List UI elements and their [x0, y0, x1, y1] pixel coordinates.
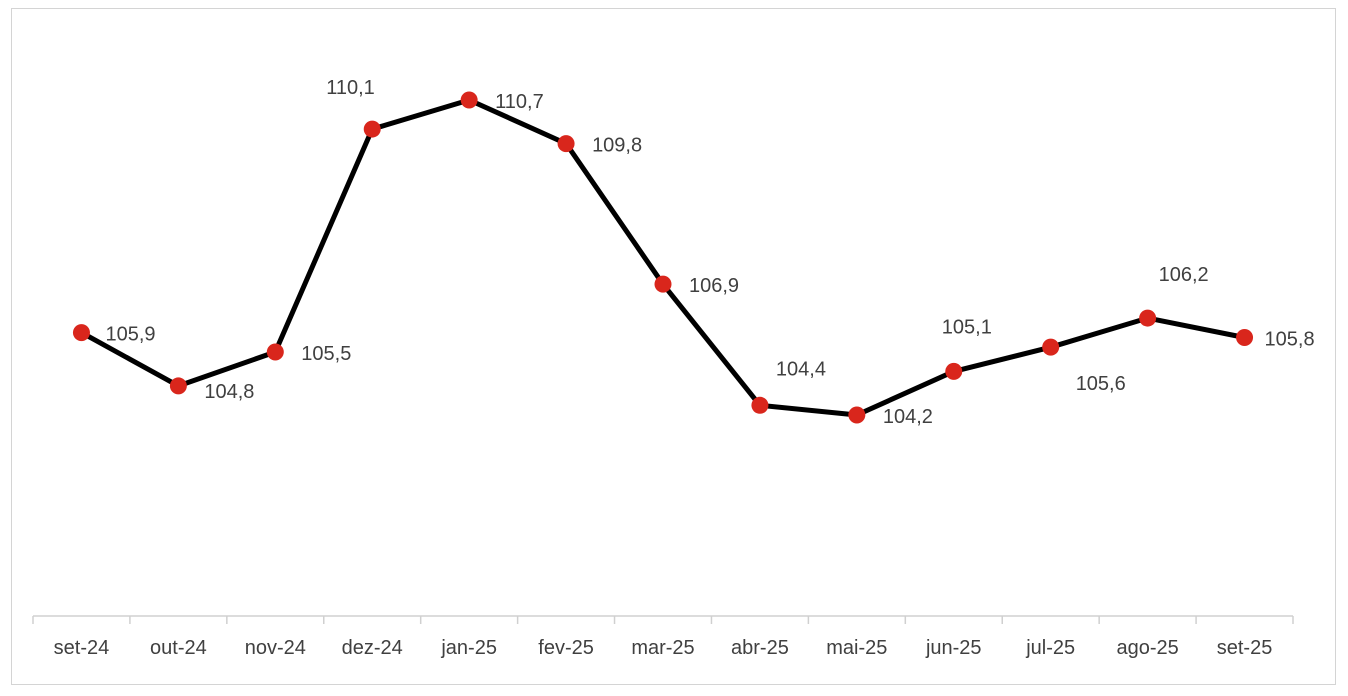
- data-label-layer: 105,9 104,8 105,5 110,1 110,7 109,8 106,9 104,4…: [105, 77, 1314, 428]
- data-label: 104,4: [776, 358, 826, 380]
- data-label: 105,8: [1265, 328, 1315, 350]
- data-point-marker: [363, 120, 381, 138]
- data-point-marker: [751, 396, 769, 414]
- data-point-marker: [945, 362, 963, 380]
- x-tick-label: dez-24: [342, 637, 403, 659]
- marker-layer: [72, 91, 1254, 424]
- data-point-marker: [266, 343, 284, 361]
- x-tick-label: abr-25: [731, 637, 789, 659]
- data-label: 110,7: [495, 91, 544, 113]
- data-point-marker: [169, 377, 187, 395]
- x-tick-label: mar-25: [631, 637, 694, 659]
- x-tick-label: jan-25: [440, 637, 497, 659]
- x-tick-label: set-24: [54, 637, 110, 659]
- data-label: 105,9: [105, 324, 155, 346]
- data-point-marker: [848, 406, 866, 424]
- data-point-marker: [1139, 309, 1157, 327]
- data-label: 104,2: [883, 406, 933, 428]
- data-label: 110,1: [326, 77, 375, 99]
- data-label: 104,8: [204, 381, 254, 403]
- chart-frame: [11, 8, 1336, 685]
- x-tick-label: jul-25: [1025, 637, 1075, 659]
- data-point-marker: [557, 135, 575, 153]
- x-tick-label: out-24: [150, 637, 207, 659]
- data-label: 105,6: [1076, 373, 1126, 395]
- data-label: 105,5: [301, 343, 351, 365]
- x-tick-label: fev-25: [538, 637, 594, 659]
- data-point-marker: [72, 324, 90, 342]
- x-axis: set-24 out-24 nov-24 dez-24 jan-25 fev-25 mar-…: [32, 615, 1294, 659]
- x-tick-label: mai-25: [826, 637, 887, 659]
- x-tick-label: nov-24: [245, 637, 306, 659]
- series-line-layer: [79, 97, 1247, 418]
- data-point-marker: [1236, 328, 1254, 346]
- data-point-marker: [654, 275, 672, 293]
- data-point-marker: [460, 91, 478, 109]
- x-tick-label: ago-25: [1116, 637, 1178, 659]
- series-line: [79, 97, 1247, 418]
- x-tick-label: set-25: [1217, 637, 1273, 659]
- data-point-marker: [1042, 338, 1060, 356]
- data-label: 105,1: [942, 316, 992, 338]
- x-tick-label: jun-25: [925, 637, 982, 659]
- data-label: 106,2: [1159, 264, 1209, 286]
- data-label: 109,8: [592, 135, 642, 157]
- data-label: 106,9: [689, 275, 739, 297]
